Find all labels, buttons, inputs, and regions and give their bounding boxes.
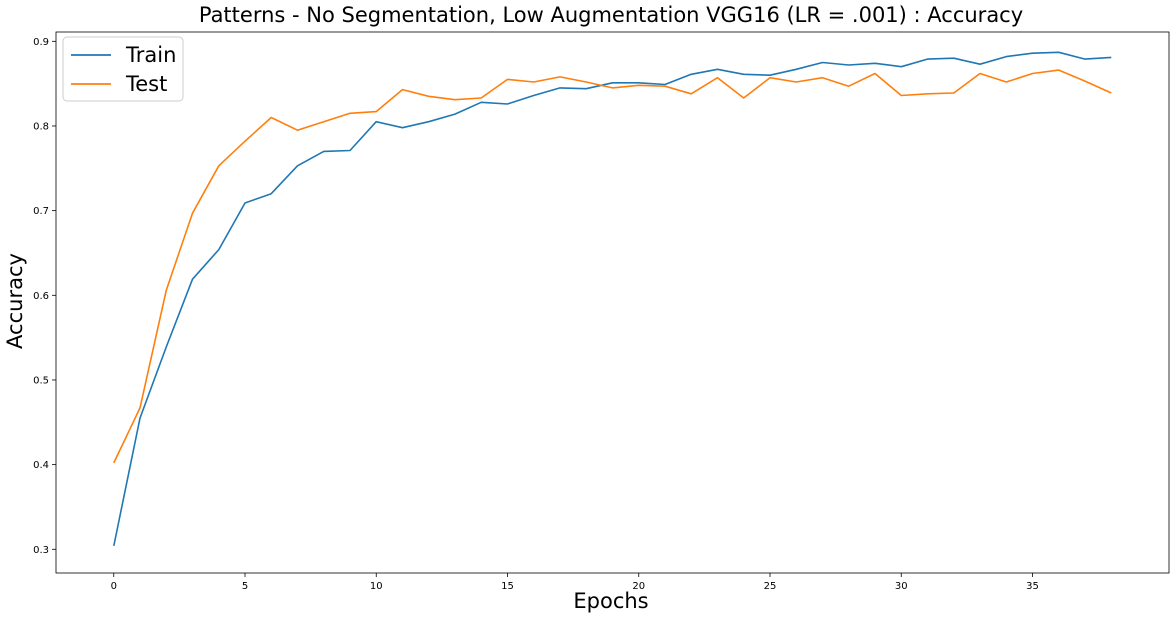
x-tick-label: 20	[632, 581, 645, 592]
plot-area	[113, 51, 1112, 547]
y-tick-label: 0.6	[33, 291, 49, 302]
y-tick-label: 0.4	[33, 460, 49, 471]
legend-box	[62, 36, 184, 102]
x-tick-label: 5	[242, 581, 248, 592]
legend-label-train: Train	[125, 43, 176, 67]
y-tick-label: 0.8	[33, 121, 49, 132]
x-tick-label: 10	[370, 581, 383, 592]
chart-title: Patterns - No Segmentation, Low Augmenta…	[199, 3, 1023, 27]
x-tick-label: 15	[501, 581, 514, 592]
y-tick-label: 0.9	[33, 37, 49, 48]
axes: 0 5 10 15 20 25 30 35 0.3 0.4 0.5 0.6 0.7 0.8 0.9	[33, 31, 1170, 592]
x-tick-label: 30	[895, 581, 908, 592]
x-tick-label: 35	[1026, 581, 1039, 592]
y-tick-label: 0.5	[33, 375, 49, 386]
x-tick-label: 0	[111, 581, 117, 592]
plot-frame	[55, 31, 1170, 574]
y-tick-label: 0.7	[33, 206, 49, 217]
series-line-train	[113, 51, 1112, 547]
legend: Train Test	[62, 36, 184, 102]
x-tick-label: 25	[764, 581, 777, 592]
x-axis-label: Epochs	[573, 589, 648, 613]
series-line-test	[113, 69, 1112, 464]
y-axis-label: Accuracy	[3, 253, 27, 349]
legend-label-test: Test	[125, 72, 167, 96]
y-tick-label: 0.3	[33, 545, 49, 556]
